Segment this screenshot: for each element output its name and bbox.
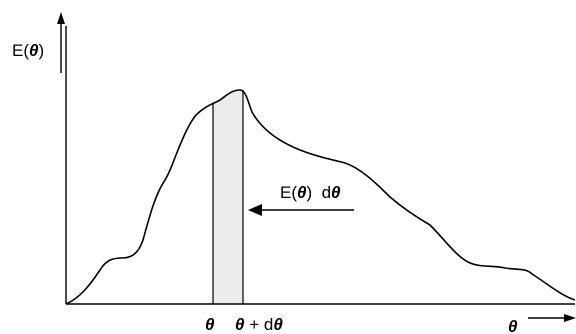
y-axis-label: E(θ): [12, 41, 44, 60]
annotation-label: E(θ) dθ: [280, 183, 341, 202]
strip-right-label: θ + dθ: [235, 315, 283, 334]
x-axis-label: θ: [508, 317, 518, 334]
distribution-curve: [65, 89, 576, 305]
shaded-strip: [213, 90, 243, 304]
strip-left-label: θ: [205, 315, 215, 334]
y-label-arrowhead: [57, 12, 65, 24]
annotation-arrowhead: [248, 204, 262, 216]
x-label-arrowhead: [564, 314, 576, 322]
